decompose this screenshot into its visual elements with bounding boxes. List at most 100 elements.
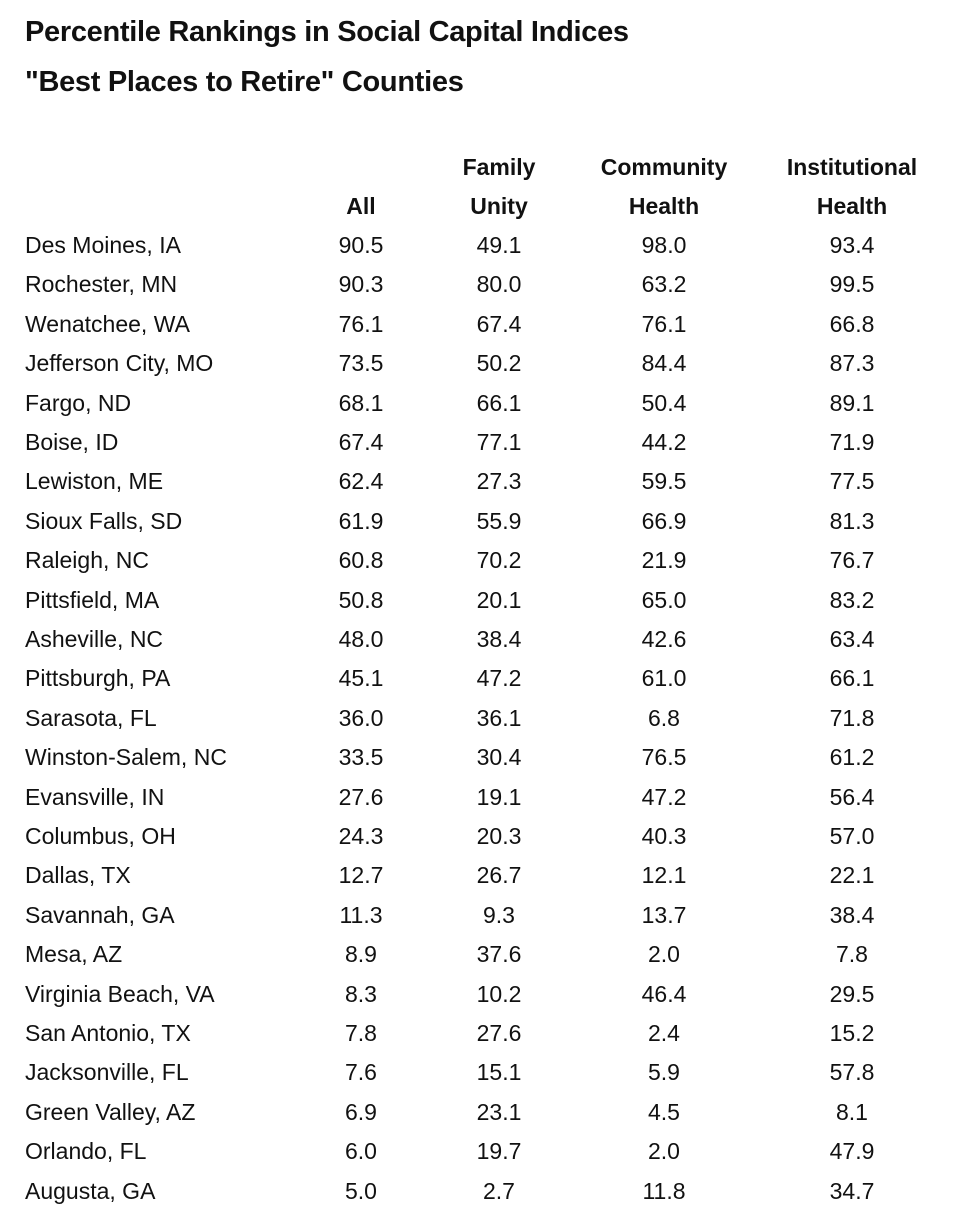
value-community-health: 5.9 <box>648 1059 680 1086</box>
value-institutional-health: 93.4 <box>829 232 875 258</box>
county-name: Virginia Beach, VA <box>25 980 215 1007</box>
value-all: 27.6 <box>338 783 384 810</box>
value-community-health: 11.8 <box>642 1177 686 1204</box>
value-all: 8.3 <box>345 980 377 1007</box>
value-family-unity: 38.4 <box>476 626 522 652</box>
county-name: Jefferson City, MO <box>25 350 214 377</box>
table-row: Raleigh, NC 60.8 70.2 21.9 76.7 <box>0 541 959 580</box>
value-family-unity: 37.6 <box>476 941 522 968</box>
value-institutional-health: 34.7 <box>829 1177 875 1204</box>
value-all: 7.8 <box>345 1020 377 1046</box>
table-row: Asheville, NC 48.0 38.4 42.6 63.4 <box>0 620 959 659</box>
value-family-unity: 19.7 <box>476 1138 522 1165</box>
value-community-health: 2.4 <box>648 1020 680 1046</box>
value-institutional-health: 15.2 <box>829 1020 875 1046</box>
value-family-unity: 67.4 <box>476 310 522 337</box>
county-name: Raleigh, NC <box>25 547 149 574</box>
table-row: Evansville, IN 27.6 19.1 47.2 56.4 <box>0 778 959 817</box>
value-community-health: 50.4 <box>641 389 687 416</box>
value-all: 33.5 <box>338 744 384 771</box>
county-name: Lewiston, ME <box>25 468 164 495</box>
value-institutional-health: 99.5 <box>829 271 875 298</box>
table-row: Boise, ID 67.4 77.1 44.2 71.9 <box>0 423 959 462</box>
value-institutional-health: 83.2 <box>829 586 875 613</box>
value-all: 50.8 <box>338 586 384 613</box>
county-name: Wenatchee, WA <box>25 310 190 337</box>
table-row: Rochester, MN 90.3 80.0 63.2 99.5 <box>0 265 959 304</box>
value-community-health: 66.9 <box>641 507 687 534</box>
value-institutional-health: 63.4 <box>829 626 875 652</box>
county-name: Boise, ID <box>25 429 119 455</box>
value-community-health: 76.5 <box>641 744 687 771</box>
table-row: Mesa, AZ 8.9 37.6 2.0 7.8 <box>0 935 959 974</box>
value-community-health: 65.0 <box>641 586 687 613</box>
table-row: Savannah, GA 11.3 9.3 13.7 38.4 <box>0 896 959 935</box>
value-institutional-health: 56.4 <box>829 783 875 810</box>
county-name: Rochester, MN <box>25 271 178 298</box>
value-community-health: 12.1 <box>641 862 687 889</box>
county-name: Sioux Falls, SD <box>25 507 183 534</box>
value-institutional-health: 38.4 <box>829 901 875 928</box>
title-line-1: Percentile Rankings in Social Capital In… <box>25 16 629 48</box>
value-family-unity: 36.1 <box>476 704 522 731</box>
column-header-community-health-line2: Health <box>628 193 700 219</box>
county-name: Sarasota, FL <box>25 704 157 731</box>
value-community-health: 42.6 <box>641 626 687 652</box>
value-all: 8.9 <box>345 941 377 968</box>
value-family-unity: 27.3 <box>476 468 522 495</box>
county-name: Des Moines, IA <box>25 232 181 258</box>
value-all: 6.9 <box>345 1098 377 1125</box>
value-institutional-health: 7.8 <box>836 941 868 968</box>
value-community-health: 44.2 <box>641 429 687 455</box>
table-row: Jacksonville, FL 7.6 15.1 5.9 57.8 <box>0 1053 959 1092</box>
table-row: Pittsfield, MA 50.8 20.1 65.0 83.2 <box>0 581 959 620</box>
value-all: 62.4 <box>338 468 384 495</box>
value-family-unity: 80.0 <box>476 271 522 298</box>
column-header-family-unity-line1: Family <box>462 154 536 180</box>
value-community-health: 2.0 <box>648 1138 680 1165</box>
value-family-unity: 30.4 <box>476 744 522 771</box>
value-institutional-health: 71.8 <box>829 704 875 731</box>
value-family-unity: 77.1 <box>476 429 522 455</box>
value-community-health: 46.4 <box>641 980 687 1007</box>
value-institutional-health: 61.2 <box>829 744 875 771</box>
value-family-unity: 70.2 <box>476 547 522 574</box>
value-all: 36.0 <box>338 704 384 731</box>
value-institutional-health: 8.1 <box>836 1098 868 1125</box>
value-community-health: 13.7 <box>641 901 687 928</box>
value-community-health: 40.3 <box>641 823 687 849</box>
table-row: Green Valley, AZ 6.9 23.1 4.5 8.1 <box>0 1093 959 1132</box>
value-institutional-health: 29.5 <box>829 980 875 1007</box>
county-name: Asheville, NC <box>25 626 164 652</box>
table-row: Des Moines, IA 90.5 49.1 98.0 93.4 <box>0 226 959 265</box>
value-institutional-health: 66.8 <box>829 310 875 337</box>
county-name: Mesa, AZ <box>25 941 123 968</box>
value-community-health: 63.2 <box>641 271 687 298</box>
value-community-health: 61.0 <box>641 665 687 692</box>
value-all: 6.0 <box>345 1138 377 1165</box>
table-row: Jefferson City, MO 73.5 50.2 84.4 87.3 <box>0 344 959 383</box>
title-line-2: "Best Places to Retire" Counties <box>25 66 464 98</box>
county-name: Jacksonville, FL <box>25 1059 189 1086</box>
value-all: 12.7 <box>338 862 384 889</box>
value-community-health: 4.5 <box>648 1098 680 1125</box>
value-family-unity: 55.9 <box>476 507 522 534</box>
table-row: Winston-Salem, NC 33.5 30.4 76.5 61.2 <box>0 738 959 777</box>
county-name: Pittsfield, MA <box>25 586 160 613</box>
value-family-unity: 15.1 <box>476 1059 522 1086</box>
value-all: 24.3 <box>338 823 384 849</box>
value-institutional-health: 57.0 <box>829 823 875 849</box>
county-name: Green Valley, AZ <box>25 1098 196 1125</box>
value-family-unity: 2.7 <box>483 1177 515 1204</box>
value-community-health: 2.0 <box>648 941 680 968</box>
value-all: 76.1 <box>338 310 384 337</box>
value-family-unity: 47.2 <box>476 665 522 692</box>
value-family-unity: 10.2 <box>476 980 522 1007</box>
county-name: Augusta, GA <box>25 1177 156 1204</box>
value-family-unity: 19.1 <box>476 783 522 810</box>
table-row: Dallas, TX 12.7 26.7 12.1 22.1 <box>0 856 959 895</box>
value-all: 60.8 <box>338 547 384 574</box>
county-name: Fargo, ND <box>25 389 132 416</box>
county-name: Winston-Salem, NC <box>25 744 227 771</box>
value-family-unity: 20.3 <box>476 823 522 849</box>
